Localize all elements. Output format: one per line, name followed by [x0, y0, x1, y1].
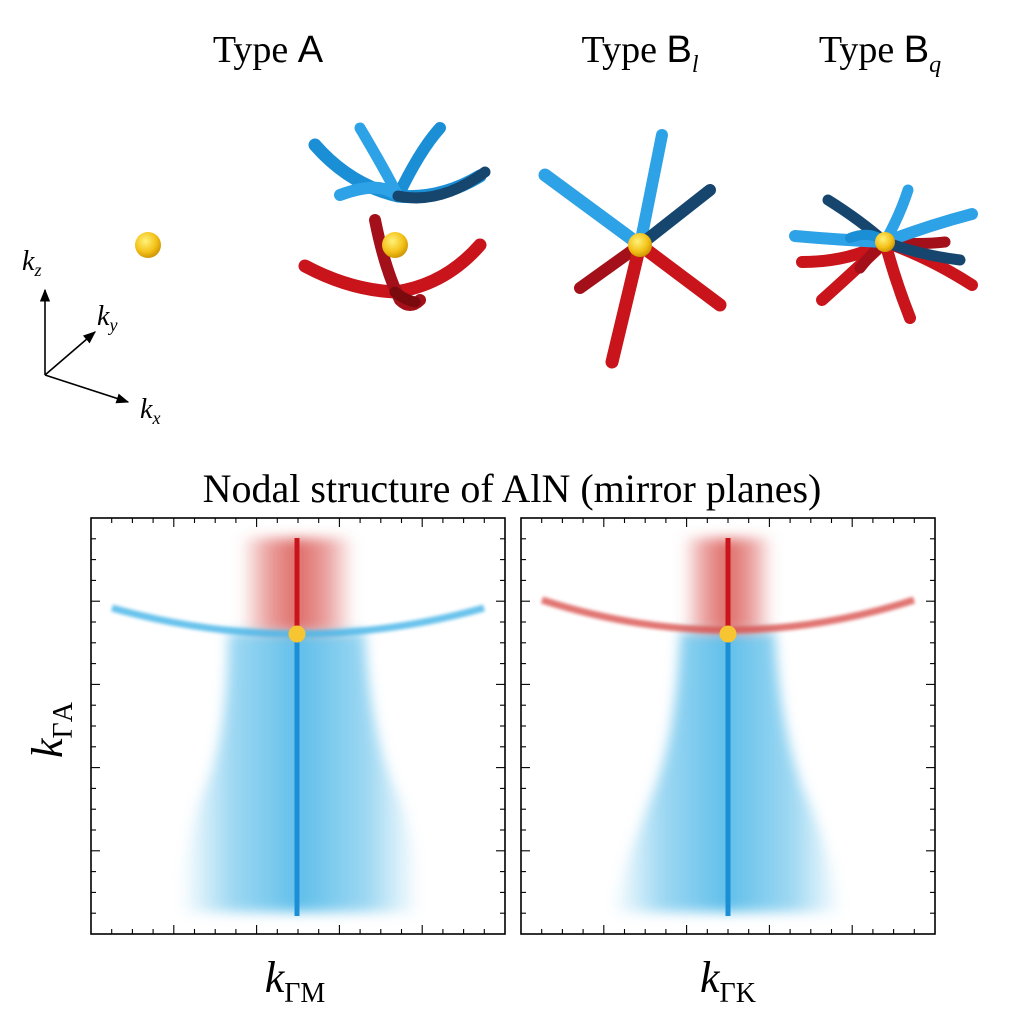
- xlabel-gamma-m: kΓM: [265, 953, 326, 1009]
- axis-label-kx: kx: [140, 394, 160, 428]
- nodal-point: [719, 625, 737, 643]
- nodal-point: [288, 625, 306, 643]
- plot-gamma-m: [90, 517, 506, 935]
- type-bl-node: [538, 105, 727, 369]
- xlabel-gamma-k: kΓK: [700, 953, 756, 1009]
- type-a-arcs-node: [298, 105, 491, 369]
- axes-triad: [39, 288, 130, 404]
- axis-label-ky: ky: [97, 301, 117, 335]
- plot-gamma-k: [520, 517, 936, 935]
- type-bq-node: [789, 105, 978, 369]
- bottom-title: Nodal structure of AlN (mirror planes): [203, 466, 822, 511]
- ylabel-gamma-a: kΓA: [23, 701, 79, 758]
- title-type-bl: Type Bl: [582, 29, 699, 78]
- blue-region: [180, 632, 420, 912]
- title-type-bq: Type Bq: [819, 29, 941, 78]
- axis-label-kz: kz: [22, 246, 41, 280]
- title-type-a: Type A: [213, 29, 324, 71]
- type-a-single-node: [135, 105, 161, 369]
